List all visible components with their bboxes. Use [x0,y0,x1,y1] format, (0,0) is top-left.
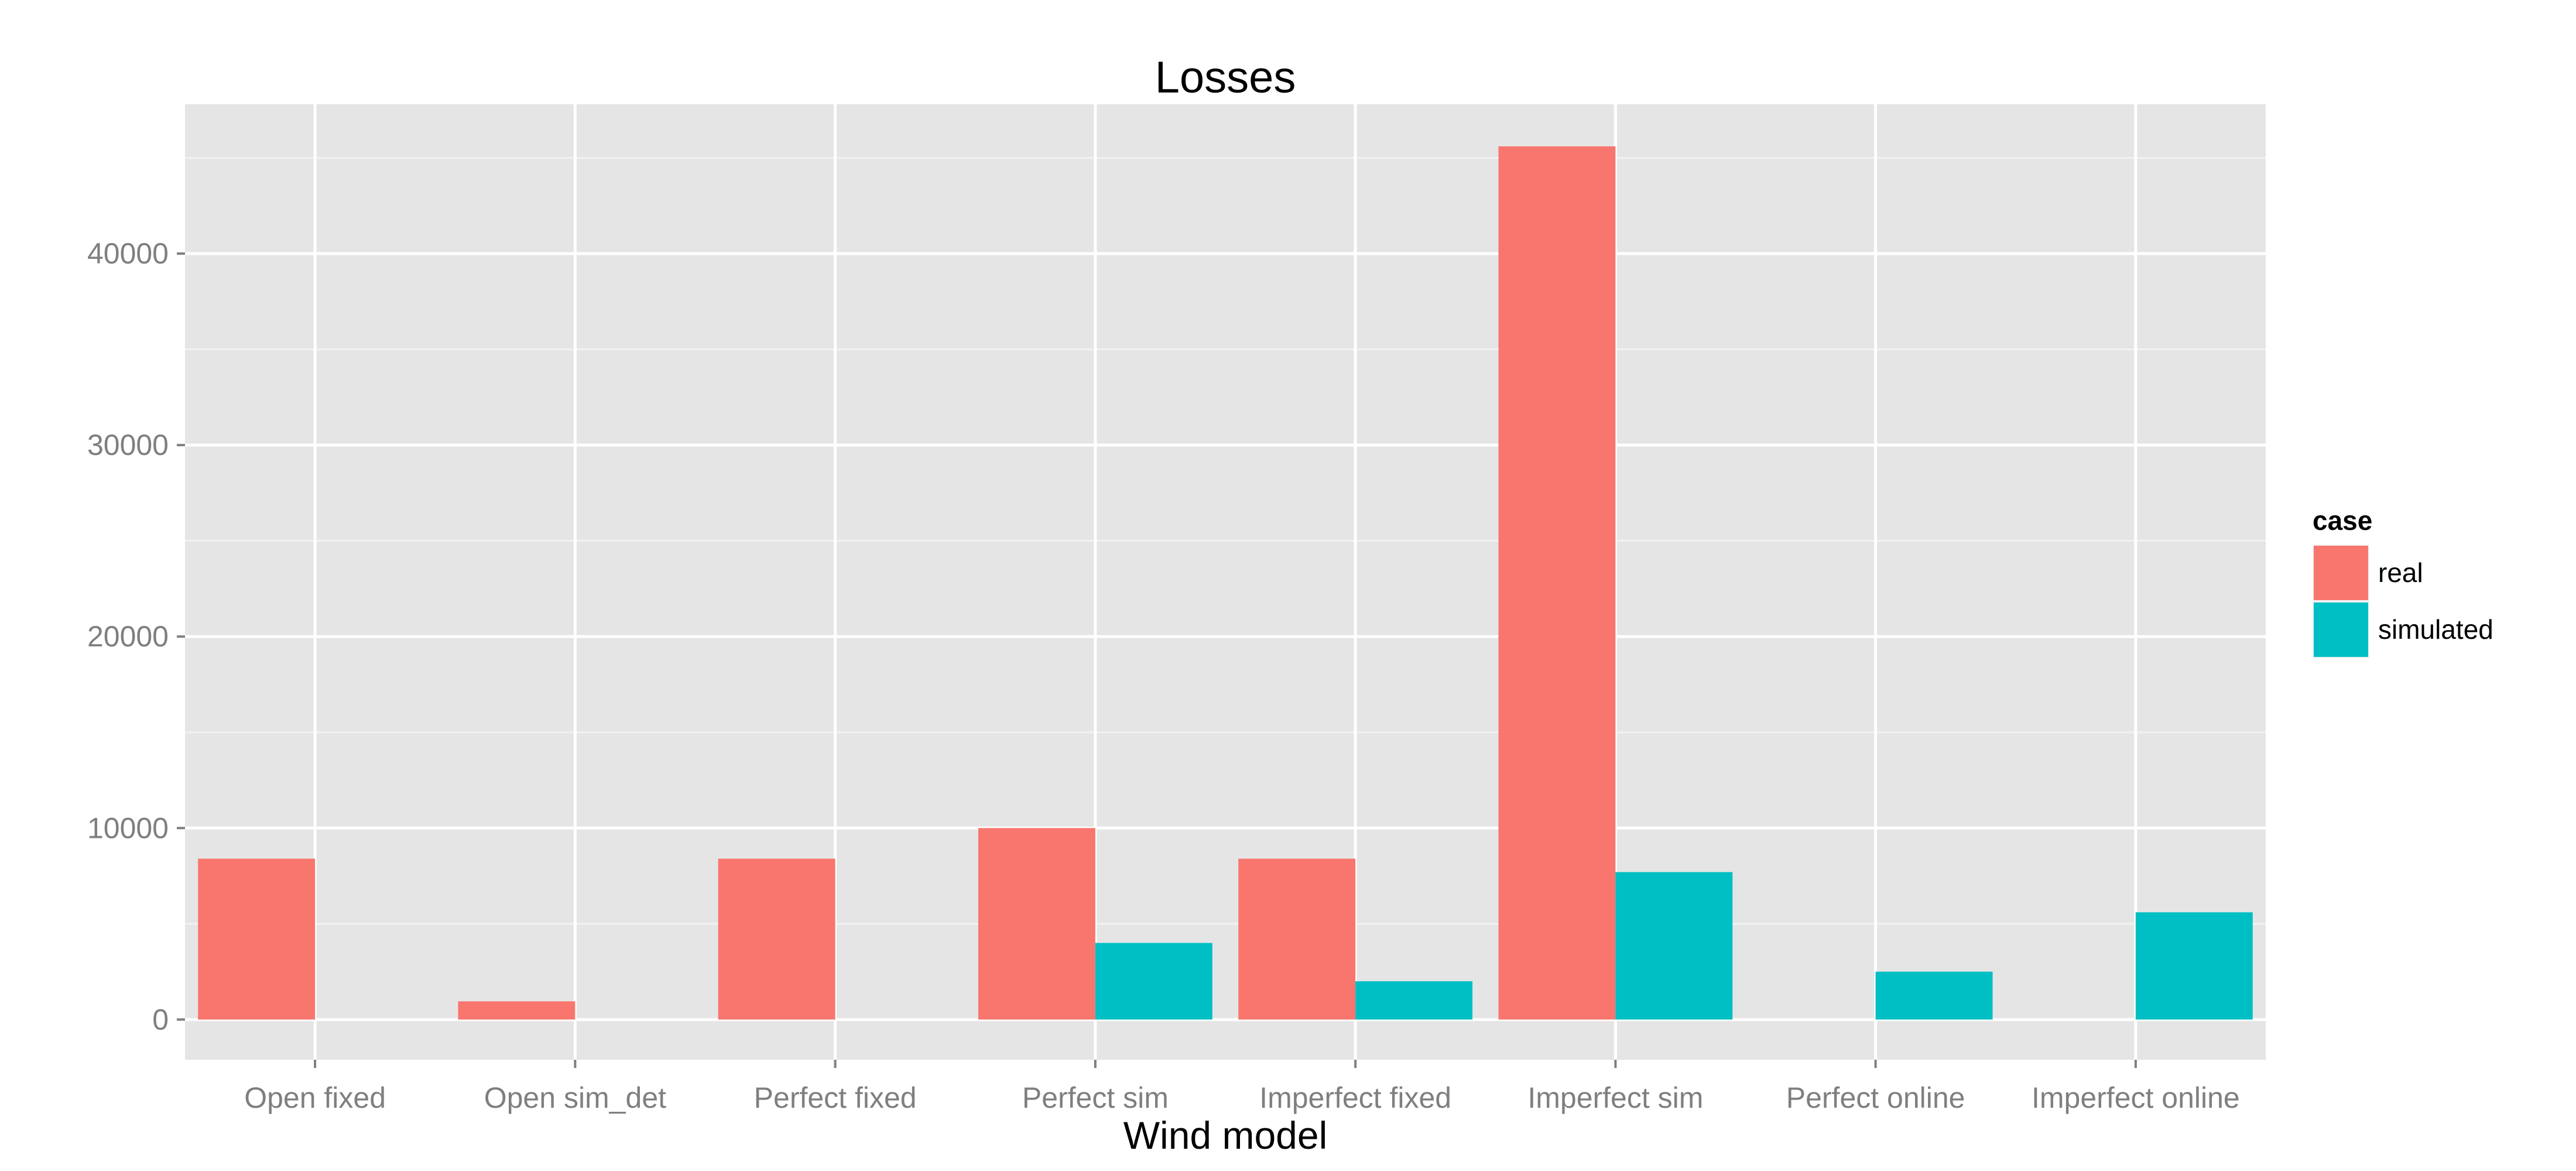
bar-simulated-6 [1615,872,1733,1020]
y-tick-label: 0 [152,1003,169,1036]
bar-simulated-7 [1875,971,1993,1020]
y-tick-label: 20000 [87,620,169,653]
x-tick-label: Perfect online [1786,1081,1965,1114]
x-axis-label: Wind model [1123,1114,1327,1157]
y-tick-label: 10000 [87,812,169,844]
legend-title: case [2313,505,2372,536]
x-tick-label: Perfect fixed [754,1081,917,1114]
legend-key-real [2314,546,2368,600]
legend-label-real: real [2378,557,2423,588]
x-tick-labels: Open fixed Open sim_det Perfect fixed Perfe… [244,1081,2240,1114]
bar-real-1 [198,858,316,1020]
bar-simulated-5 [1355,981,1473,1020]
bars [198,146,2253,1020]
x-tick-label: Open sim_det [484,1081,666,1114]
y-tick-labels: 0 10000 20000 30000 40000 [87,237,169,1036]
bar-simulated-4 [1095,943,1212,1020]
x-tick-label: Open fixed [244,1081,386,1114]
legend: case real simulated [2313,505,2493,658]
x-tick-label: Imperfect fixed [1259,1081,1451,1114]
legend-key-simulated [2314,602,2368,657]
bar-real-2 [458,1001,576,1020]
chart-title: Losses [1155,53,1296,102]
bar-simulated-8 [2135,912,2253,1020]
minor-gridlines [185,157,2266,925]
legend-label-simulated: simulated [2378,614,2493,645]
x-tick-label: Perfect sim [1022,1081,1169,1114]
y-tick-label: 40000 [87,237,169,270]
axis-ticks [177,252,2137,1068]
bar-real-5 [1238,858,1356,1020]
y-tick-label: 30000 [87,429,169,461]
plot-panel [185,104,2266,1060]
bar-real-3 [718,858,835,1020]
x-tick-label: Imperfect sim [1527,1081,1703,1114]
bar-real-4 [978,828,1095,1020]
bar-real-6 [1498,146,1616,1020]
x-tick-label: Imperfect online [2032,1081,2240,1114]
